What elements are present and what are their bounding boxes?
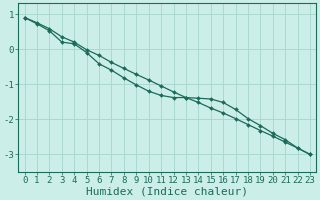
X-axis label: Humidex (Indice chaleur): Humidex (Indice chaleur) <box>86 187 248 197</box>
